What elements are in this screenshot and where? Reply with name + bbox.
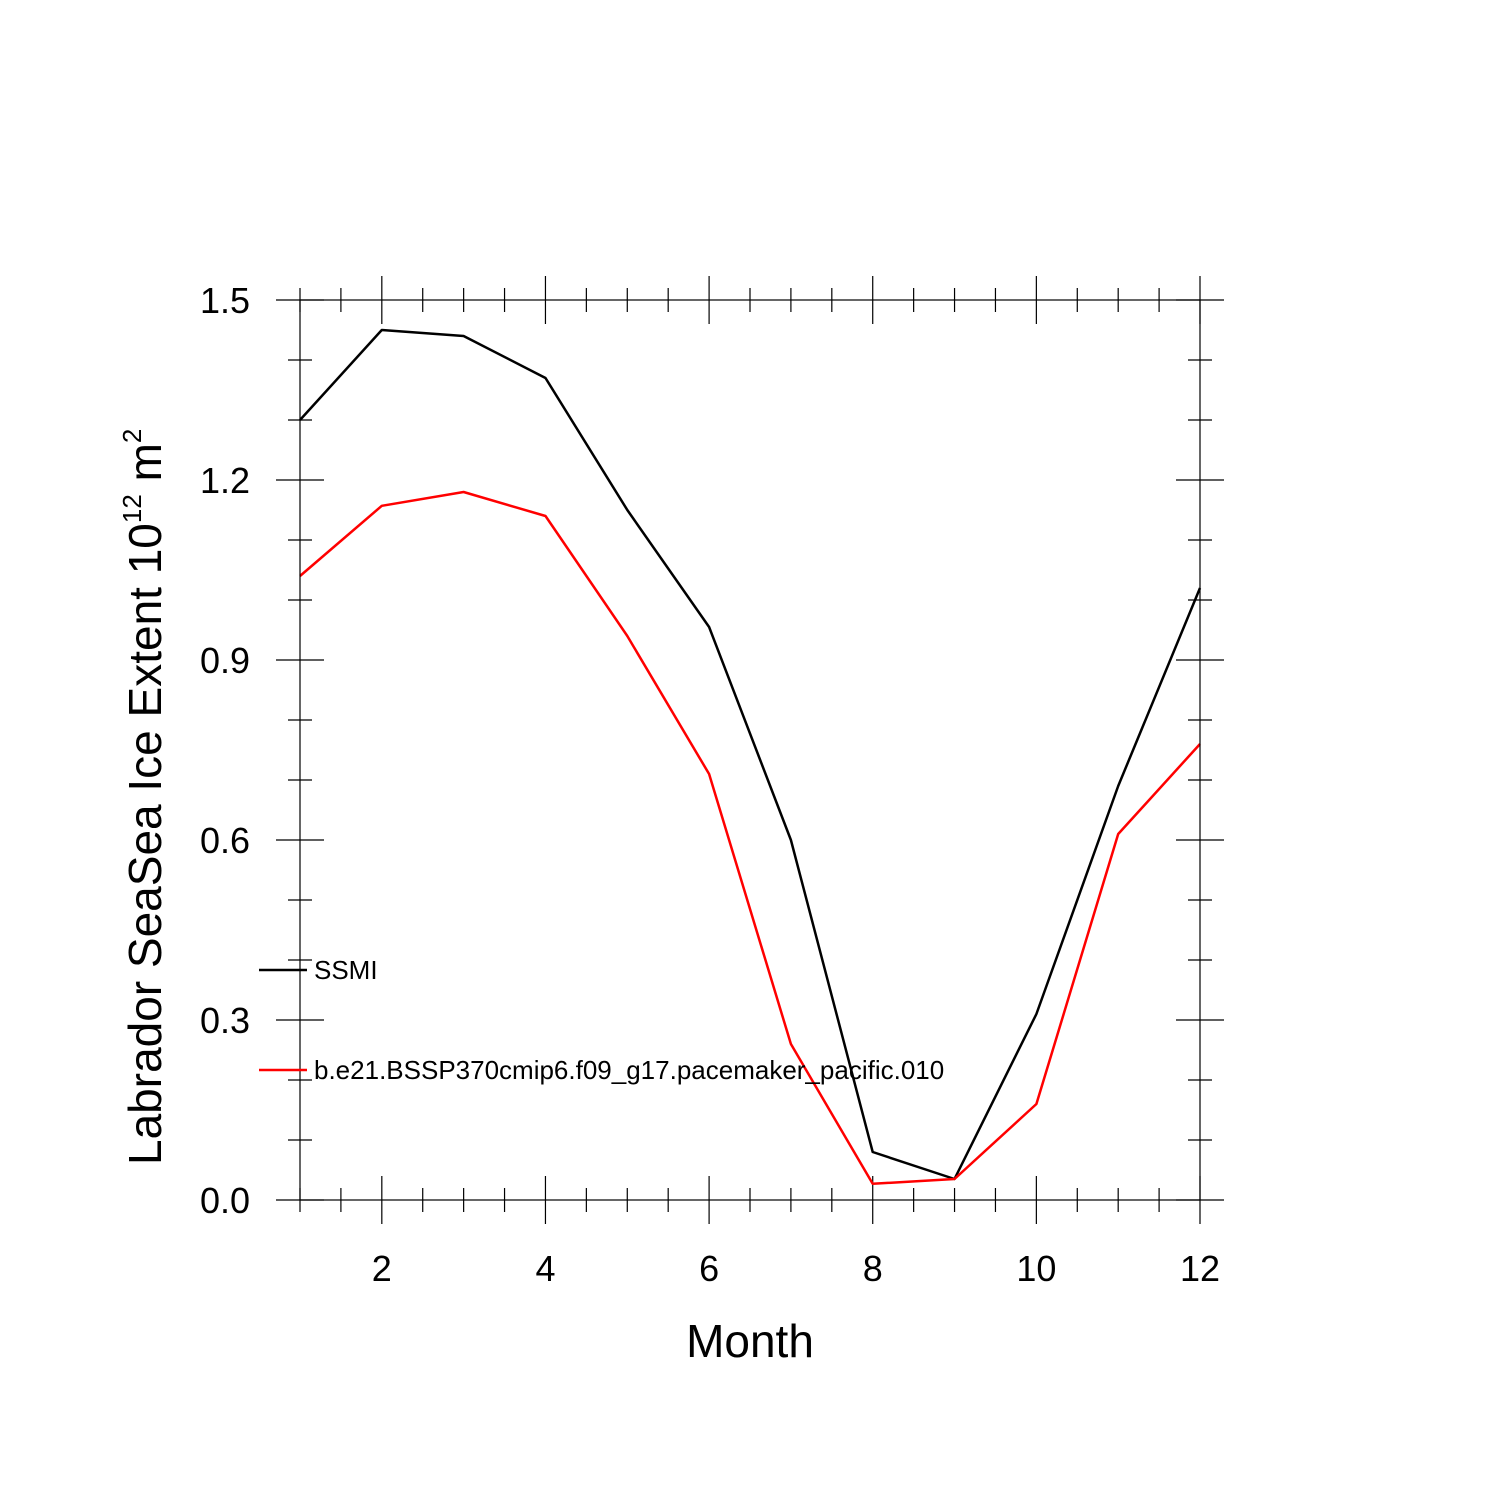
y-axis-title-unit: m bbox=[119, 443, 171, 494]
series-line-1 bbox=[299, 490, 1201, 1186]
series-line-0 bbox=[299, 328, 1202, 1181]
x-tick-label-0: 2 bbox=[372, 1248, 392, 1289]
y-axis-title: Labrador SeaSea Ice Extent 1012 m2 bbox=[117, 429, 171, 1165]
x-tick-label-4: 10 bbox=[1016, 1248, 1056, 1289]
x-tick-label-3: 8 bbox=[863, 1248, 883, 1289]
x-tick-label-2: 6 bbox=[699, 1248, 719, 1289]
y-axis-title-exponent: 12 bbox=[117, 494, 147, 523]
y-tick-label-2: 0.6 bbox=[200, 820, 250, 861]
x-axis-title: Month bbox=[686, 1315, 814, 1367]
legend: SSMI b.e21.BSSP370cmip6.f09_g17.pacemake… bbox=[259, 955, 944, 1085]
y-tick-label-4: 1.2 bbox=[200, 460, 250, 501]
x-tick-label-5: 12 bbox=[1180, 1248, 1220, 1289]
y-tick-label-0: 0.0 bbox=[200, 1180, 250, 1221]
x-tick-labels: 2 4 6 8 10 12 bbox=[372, 1248, 1220, 1289]
legend-label-pacemaker: b.e21.BSSP370cmip6.f09_g17.pacemaker_pac… bbox=[314, 1055, 944, 1085]
y-tick-labels: 0.0 0.3 0.6 0.9 1.2 1.5 bbox=[200, 280, 250, 1221]
y-tick-label-3: 0.9 bbox=[200, 640, 250, 681]
y-axis-title-unit-exponent: 2 bbox=[117, 429, 147, 443]
y-tick-label-5: 1.5 bbox=[200, 280, 250, 321]
y-tick-label-1: 0.3 bbox=[200, 1000, 250, 1041]
x-tick-label-1: 4 bbox=[535, 1248, 555, 1289]
series-lines bbox=[299, 328, 1202, 1186]
plot-frame bbox=[299, 299, 1201, 1201]
y-axis-title-main: Labrador SeaSea Ice Extent 10 bbox=[119, 523, 171, 1165]
legend-label-ssmi: SSMI bbox=[314, 955, 378, 985]
